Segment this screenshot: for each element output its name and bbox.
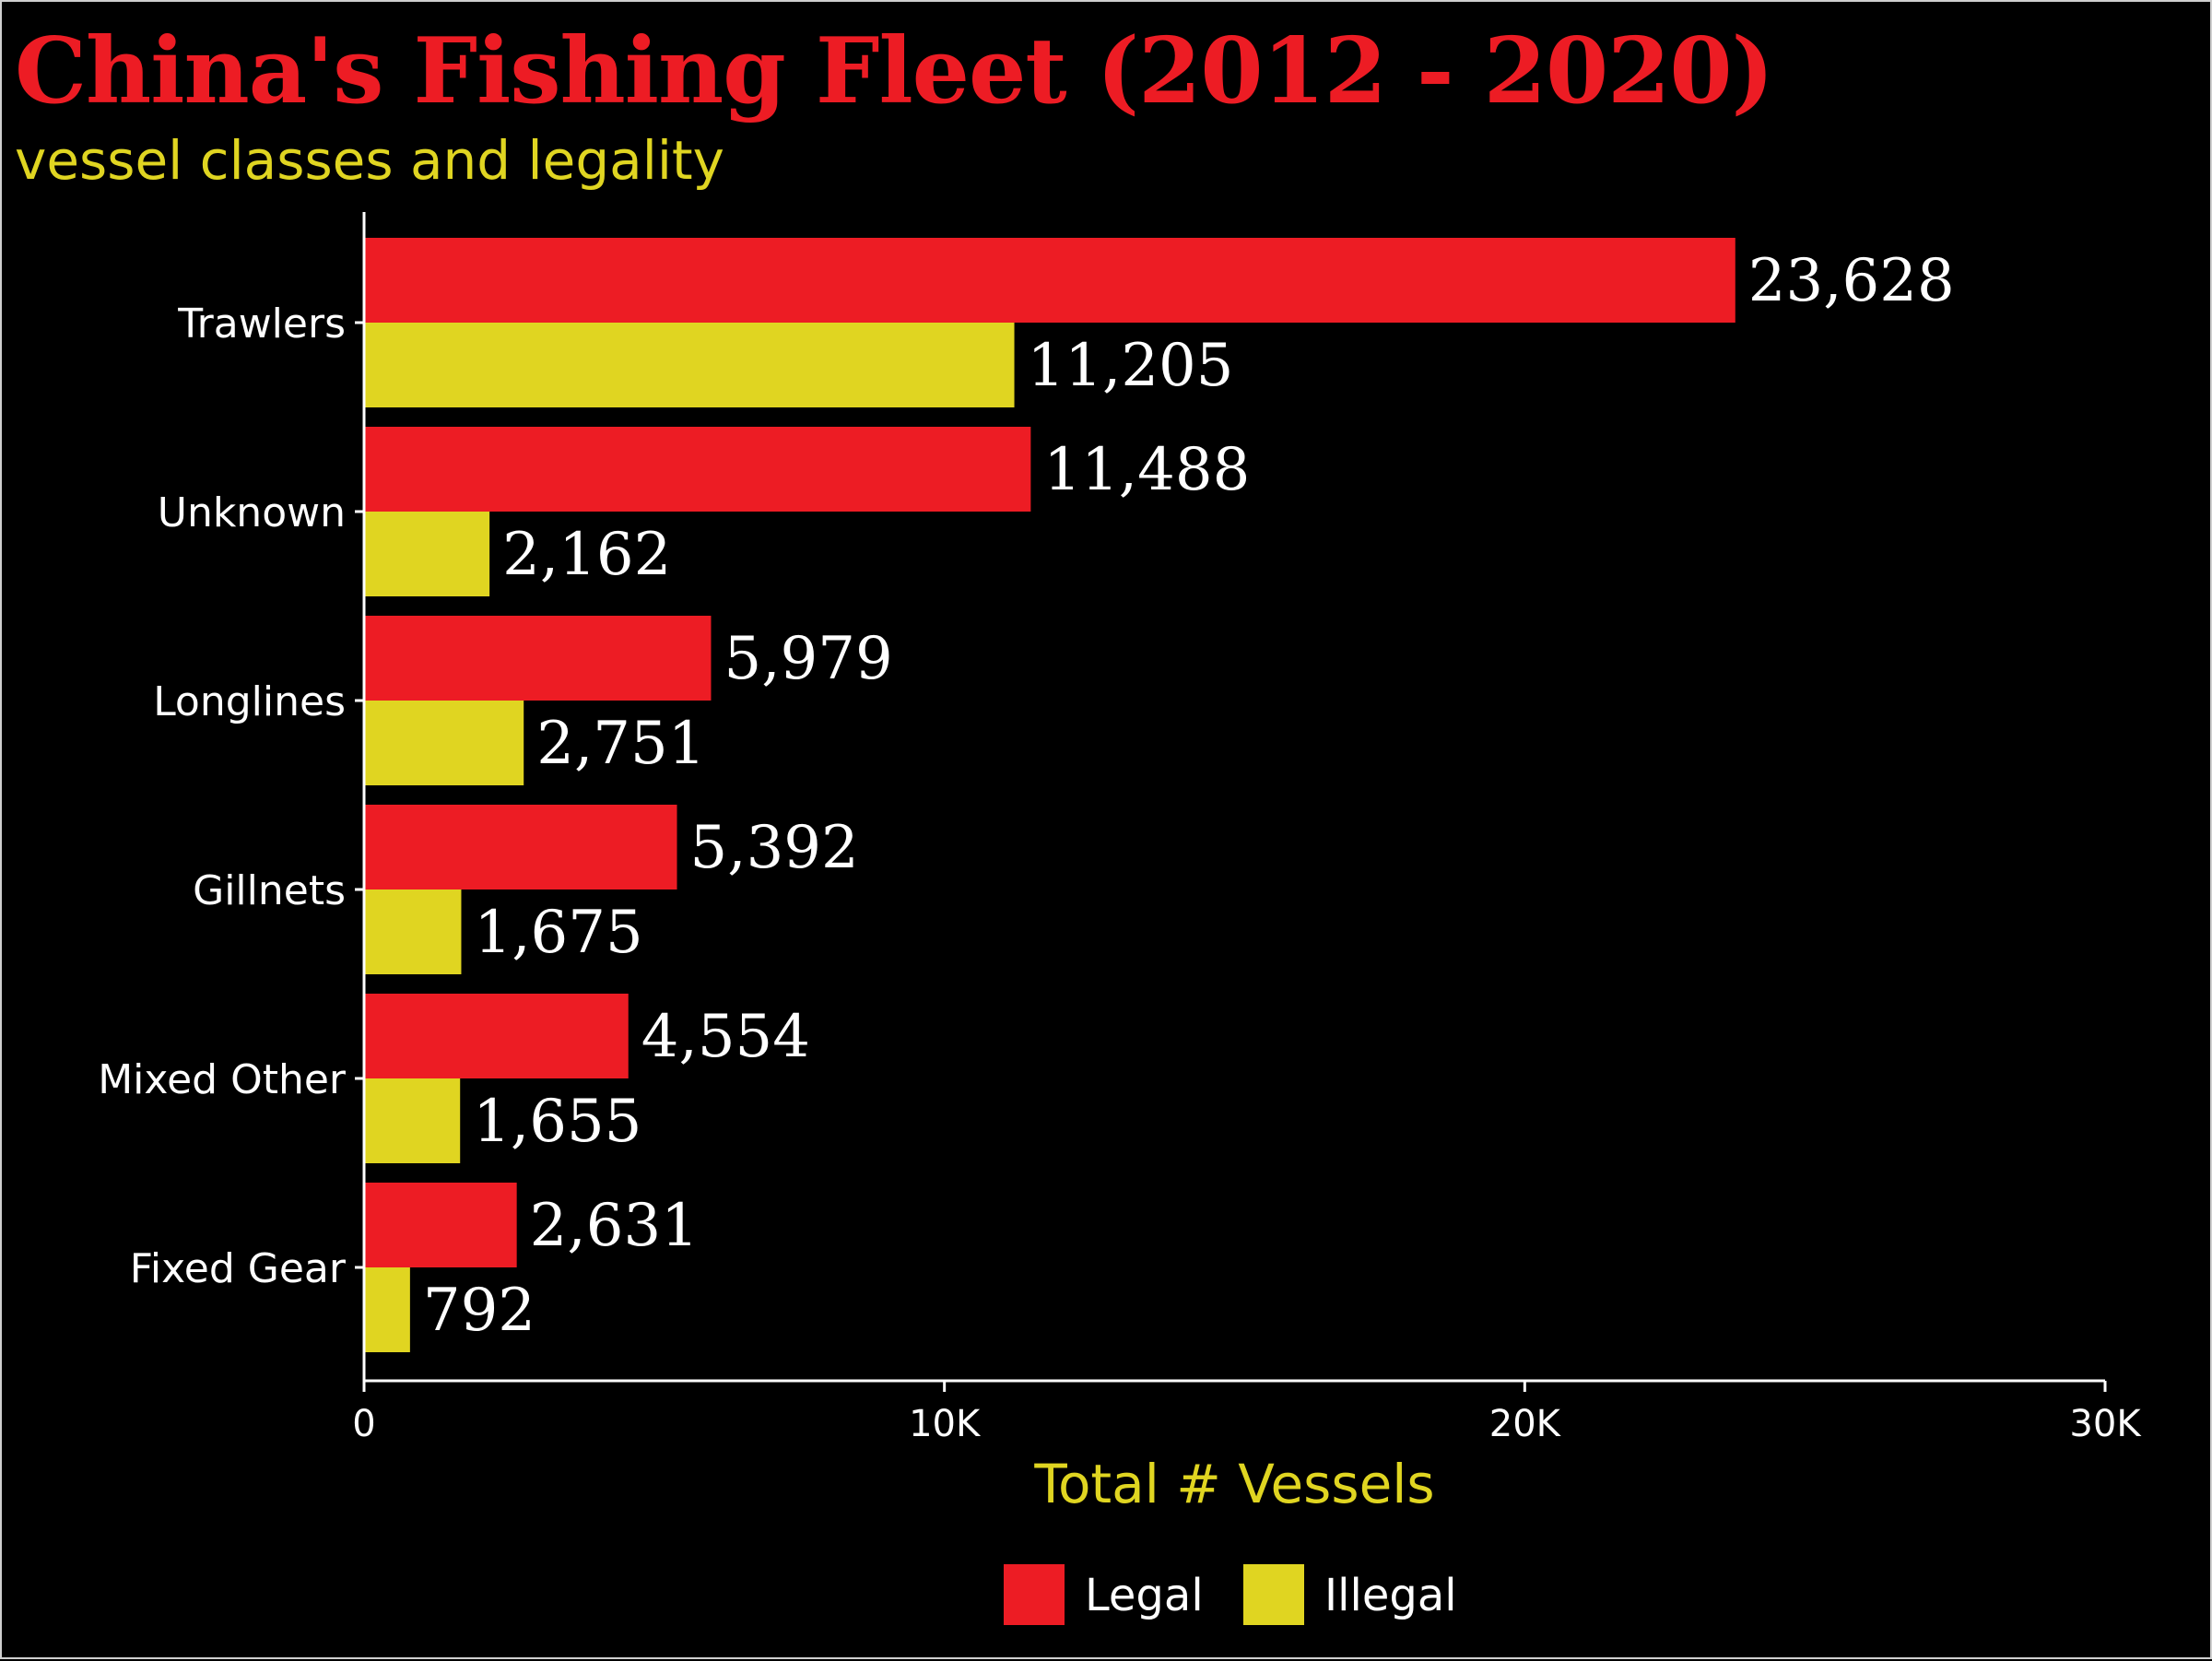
- data-label: 11,488: [1043, 436, 1250, 504]
- legend-swatch-illegal: [1243, 1564, 1304, 1625]
- bars-layer: [364, 238, 1735, 1352]
- data-label: 2,751: [536, 710, 705, 778]
- bar-gillnets-illegal: [364, 889, 462, 974]
- x-tick-label: 30K: [2069, 1403, 2142, 1445]
- bar-mixed-other-illegal: [364, 1078, 461, 1163]
- x-tick-label: 20K: [1489, 1403, 1562, 1445]
- bar-trawlers-illegal: [364, 323, 1015, 407]
- chart-subtitle: vessel classes and legality: [15, 129, 725, 192]
- data-label: 4,554: [641, 1003, 810, 1071]
- category-label: Unknown: [158, 489, 346, 536]
- bar-fixed-gear-legal: [364, 1183, 517, 1267]
- value-labels-layer: 23,628 11,205 11,488 2,162 5,979 2,751 5,392 1,…: [423, 247, 1955, 1345]
- bar-mixed-other-legal: [364, 994, 629, 1078]
- bar-fixed-gear-illegal: [364, 1267, 410, 1352]
- bar-unknown-illegal: [364, 512, 490, 596]
- category-label: Fixed Gear: [130, 1245, 347, 1292]
- bar-longlines-illegal: [364, 701, 524, 785]
- data-label: 11,205: [1028, 332, 1234, 400]
- x-tick-label: 10K: [909, 1403, 982, 1445]
- legend-label-illegal: Illegal: [1324, 1570, 1457, 1621]
- category-label: Longlines: [153, 678, 346, 725]
- legend: Legal Illegal: [1004, 1564, 1457, 1625]
- bar-longlines-legal: [364, 616, 712, 701]
- legend-swatch-legal: [1004, 1564, 1065, 1625]
- category-label: Trawlers: [177, 300, 346, 348]
- data-label: 5,392: [690, 814, 859, 882]
- bar-unknown-legal: [364, 427, 1031, 512]
- legend-label-legal: Legal: [1085, 1570, 1204, 1621]
- bar-gillnets-legal: [364, 805, 677, 889]
- x-tick-label: 0: [352, 1403, 375, 1445]
- data-label: 1,675: [474, 899, 642, 967]
- chart-title: China's Fishing Fleet (2012 - 2020): [15, 18, 1774, 124]
- data-label: 1,655: [473, 1088, 641, 1156]
- axes-layer: Trawlers Unknown Longlines Gillnets Mixed Ot…: [98, 212, 2142, 1515]
- bar-trawlers-legal: [364, 238, 1735, 323]
- category-label: Mixed Other: [98, 1056, 347, 1103]
- category-label: Gillnets: [193, 867, 346, 914]
- data-label: 792: [423, 1277, 535, 1345]
- x-axis-title: Total # Vessels: [1033, 1453, 1434, 1515]
- data-label: 2,162: [502, 521, 671, 589]
- data-label: 5,979: [724, 625, 892, 693]
- data-label: 2,631: [530, 1192, 699, 1260]
- data-label: 23,628: [1748, 247, 1955, 315]
